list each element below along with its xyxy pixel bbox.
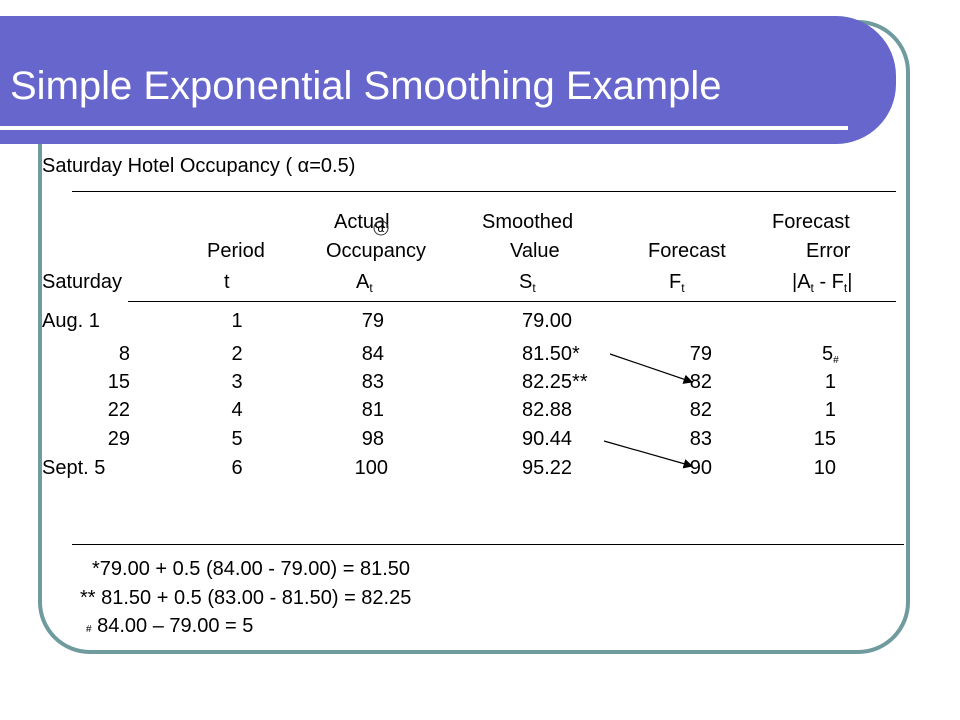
row-6-actual: 100 <box>354 457 388 479</box>
row-5-error: 15 <box>813 428 836 450</box>
row-4-date: 22 <box>107 399 130 421</box>
row-2-t: 2 <box>231 343 243 365</box>
arrow-smoothed-to-forecast-1 <box>609 353 694 384</box>
circled-alpha-icon: α <box>373 220 389 236</box>
row-5-smoothed: 90.44 <box>522 428 573 450</box>
row-2-date: 8 <box>118 343 130 365</box>
row-1-actual: 79 <box>361 310 384 332</box>
header-f-t: Ft <box>669 271 685 295</box>
row-3-actual: 83 <box>361 371 384 393</box>
header-actual: Actual <box>334 211 390 233</box>
row-3-smoothed: 82.25** <box>522 371 588 393</box>
header-forecast: Forecast <box>648 240 726 262</box>
row-4-actual: 81 <box>361 399 384 421</box>
header-error: Error <box>806 240 851 262</box>
title-underline <box>0 126 848 130</box>
row-2-actual: 84 <box>361 343 384 365</box>
row-3-date: 15 <box>107 371 130 393</box>
header-period: Period <box>207 240 265 262</box>
header-a-t: At <box>356 271 373 295</box>
row-6-error: 10 <box>813 457 836 479</box>
row-3-forecast: 82 <box>689 371 712 393</box>
row-6-t: 6 <box>231 457 243 479</box>
row-2-error-mark: # <box>833 355 839 366</box>
header-s-t: St <box>519 271 536 295</box>
row-5-forecast: 83 <box>689 428 712 450</box>
row-2-smoothed: 81.50* <box>522 343 580 365</box>
header-rule <box>128 301 896 302</box>
row-5-t: 5 <box>231 428 243 450</box>
row-1-smoothed: 79.00 <box>522 310 573 332</box>
row-5-date: 29 <box>107 428 130 450</box>
header-occupancy: Occupancy <box>326 240 427 262</box>
row-6-forecast: 90 <box>689 457 712 479</box>
row-4-error: 1 <box>824 399 836 421</box>
footnote-1: *79.00 + 0.5 (84.00 - 79.00) = 81.50 <box>92 558 411 580</box>
row-1-date: Aug. 1 <box>42 310 100 332</box>
header-smoothed: Smoothed <box>482 211 574 233</box>
row-2-forecast: 79 <box>689 343 712 365</box>
row-3-t: 3 <box>231 371 243 393</box>
row-1-t: 1 <box>231 310 243 332</box>
row-4-smoothed: 82.88 <box>522 399 573 421</box>
table-subtitle: Saturday Hotel Occupancy ( α=0.5) <box>42 155 356 177</box>
row-4-forecast: 82 <box>689 399 712 421</box>
row-4-t: 4 <box>231 399 243 421</box>
slide-title: Simple Exponential Smoothing Example <box>10 64 722 108</box>
row-2-error: 5# <box>822 343 839 366</box>
header-forecast-error-top: Forecast <box>772 211 850 233</box>
svg-text:α: α <box>377 222 384 235</box>
header-abs-error: |At - Ft| <box>792 271 853 295</box>
header-t: t <box>224 271 230 293</box>
row-5-actual: 98 <box>361 428 384 450</box>
footnote-3: # 84.00 – 79.00 = 5 <box>86 615 254 637</box>
row-6-smoothed: 95.22 <box>522 457 573 479</box>
footnote-2: ** 81.50 + 0.5 (83.00 - 81.50) = 82.25 <box>80 587 412 609</box>
row-3-error: 1 <box>824 371 836 393</box>
header-value: Value <box>510 240 560 262</box>
top-rule <box>72 191 896 192</box>
footnote-rule <box>72 544 904 545</box>
arrow-smoothed-to-forecast-2 <box>603 440 694 469</box>
row-6-date: Sept. 5 <box>42 457 106 479</box>
header-saturday: Saturday <box>42 271 123 293</box>
footnote-3-mark: # <box>86 624 92 635</box>
title-bar <box>0 16 896 144</box>
